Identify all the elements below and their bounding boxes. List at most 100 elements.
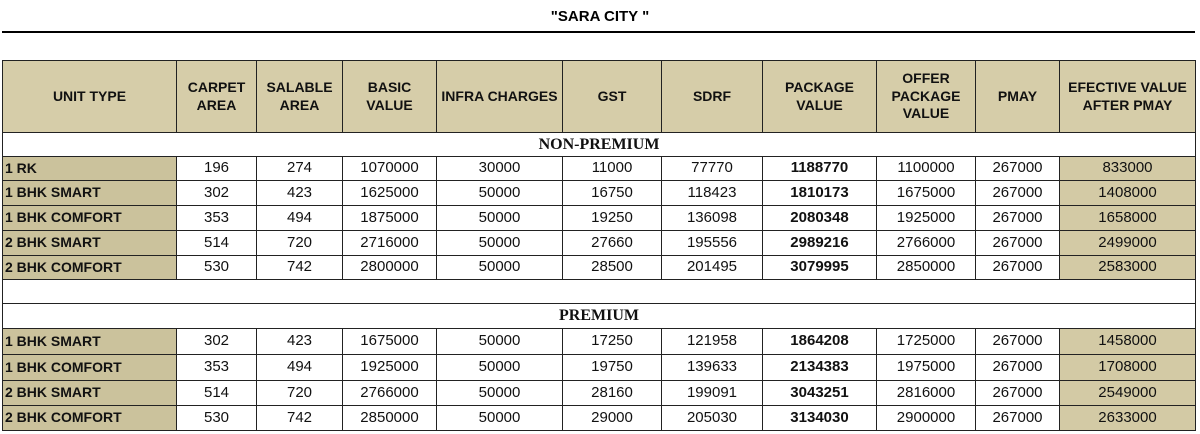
column-header: BASIC VALUE bbox=[342, 60, 437, 133]
value-cell: 353 bbox=[176, 354, 257, 381]
value-cell: 267000 bbox=[975, 230, 1060, 256]
value-cell: 720 bbox=[256, 230, 343, 256]
value-cell: 1708000 bbox=[1059, 354, 1196, 381]
title: "SARA CITY " bbox=[550, 8, 650, 25]
value-cell: 2633000 bbox=[1059, 405, 1196, 431]
value-cell: 3079995 bbox=[762, 255, 877, 280]
value-cell: 50000 bbox=[436, 405, 563, 431]
value-cell: 201495 bbox=[661, 255, 763, 280]
value-cell: 267000 bbox=[975, 255, 1060, 280]
value-cell: 267000 bbox=[975, 405, 1060, 431]
title-rule bbox=[2, 31, 1195, 33]
value-cell: 2850000 bbox=[876, 255, 976, 280]
spacer-row bbox=[2, 279, 1196, 304]
value-cell: 50000 bbox=[436, 354, 563, 381]
unit-type: 2 BHK SMART bbox=[2, 380, 177, 406]
unit-type: 1 BHK SMART bbox=[2, 180, 177, 206]
value-cell: 302 bbox=[176, 328, 257, 355]
value-cell: 423 bbox=[256, 180, 343, 206]
value-cell: 530 bbox=[176, 405, 257, 431]
value-cell: 514 bbox=[176, 380, 257, 406]
column-header: UNIT TYPE bbox=[2, 60, 177, 133]
unit-type: 1 BHK COMFORT bbox=[2, 205, 177, 231]
unit-type: 2 BHK SMART bbox=[2, 230, 177, 256]
value-cell: 1975000 bbox=[876, 354, 976, 381]
value-cell: 199091 bbox=[661, 380, 763, 406]
value-cell: 2549000 bbox=[1059, 380, 1196, 406]
value-cell: 195556 bbox=[661, 230, 763, 256]
value-cell: 50000 bbox=[436, 205, 563, 231]
value-cell: 274 bbox=[256, 156, 343, 181]
value-cell: 50000 bbox=[436, 380, 563, 406]
value-cell: 27660 bbox=[562, 230, 662, 256]
value-cell: 30000 bbox=[436, 156, 563, 181]
value-cell: 196 bbox=[176, 156, 257, 181]
value-cell: 17250 bbox=[562, 328, 662, 355]
value-cell: 28500 bbox=[562, 255, 662, 280]
value-cell: 1188770 bbox=[762, 156, 877, 181]
column-header: CARPET AREA bbox=[176, 60, 257, 133]
column-header: OFFER PACKAGE VALUE bbox=[876, 60, 976, 133]
value-cell: 2766000 bbox=[342, 380, 437, 406]
column-header: INFRA CHARGES bbox=[436, 60, 563, 133]
value-cell: 1408000 bbox=[1059, 180, 1196, 206]
value-cell: 2583000 bbox=[1059, 255, 1196, 280]
value-cell: 16750 bbox=[562, 180, 662, 206]
value-cell: 267000 bbox=[975, 205, 1060, 231]
value-cell: 1625000 bbox=[342, 180, 437, 206]
value-cell: 50000 bbox=[436, 328, 563, 355]
value-cell: 19250 bbox=[562, 205, 662, 231]
value-cell: 267000 bbox=[975, 180, 1060, 206]
value-cell: 28160 bbox=[562, 380, 662, 406]
value-cell: 50000 bbox=[436, 230, 563, 256]
value-cell: 19750 bbox=[562, 354, 662, 381]
unit-type: 2 BHK COMFORT bbox=[2, 255, 177, 280]
unit-type: 1 RK bbox=[2, 156, 177, 181]
value-cell: 2766000 bbox=[876, 230, 976, 256]
value-cell: 494 bbox=[256, 205, 343, 231]
value-cell: 2900000 bbox=[876, 405, 976, 431]
value-cell: 1458000 bbox=[1059, 328, 1196, 355]
value-cell: 514 bbox=[176, 230, 257, 256]
section-header: PREMIUM bbox=[2, 303, 1196, 329]
value-cell: 1875000 bbox=[342, 205, 437, 231]
value-cell: 2850000 bbox=[342, 405, 437, 431]
value-cell: 118423 bbox=[661, 180, 763, 206]
column-header: SALABLE AREA bbox=[256, 60, 343, 133]
value-cell: 423 bbox=[256, 328, 343, 355]
value-cell: 1675000 bbox=[876, 180, 976, 206]
value-cell: 139633 bbox=[661, 354, 763, 381]
value-cell: 11000 bbox=[562, 156, 662, 181]
column-header: GST bbox=[562, 60, 662, 133]
value-cell: 720 bbox=[256, 380, 343, 406]
value-cell: 50000 bbox=[436, 180, 563, 206]
value-cell: 1100000 bbox=[876, 156, 976, 181]
column-header: PMAY bbox=[975, 60, 1060, 133]
value-cell: 2800000 bbox=[342, 255, 437, 280]
value-cell: 742 bbox=[256, 255, 343, 280]
value-cell: 267000 bbox=[975, 354, 1060, 381]
unit-type: 1 BHK SMART bbox=[2, 328, 177, 355]
value-cell: 2716000 bbox=[342, 230, 437, 256]
value-cell: 2499000 bbox=[1059, 230, 1196, 256]
value-cell: 2080348 bbox=[762, 205, 877, 231]
value-cell: 267000 bbox=[975, 328, 1060, 355]
value-cell: 1925000 bbox=[342, 354, 437, 381]
value-cell: 1658000 bbox=[1059, 205, 1196, 231]
value-cell: 267000 bbox=[975, 156, 1060, 181]
column-header: EFECTIVE VALUE AFTER PMAY bbox=[1059, 60, 1196, 133]
value-cell: 302 bbox=[176, 180, 257, 206]
column-header: SDRF bbox=[661, 60, 763, 133]
value-cell: 136098 bbox=[661, 205, 763, 231]
value-cell: 77770 bbox=[661, 156, 763, 181]
value-cell: 1070000 bbox=[342, 156, 437, 181]
value-cell: 121958 bbox=[661, 328, 763, 355]
value-cell: 50000 bbox=[436, 255, 563, 280]
value-cell: 742 bbox=[256, 405, 343, 431]
value-cell: 1810173 bbox=[762, 180, 877, 206]
value-cell: 1675000 bbox=[342, 328, 437, 355]
unit-type: 2 BHK COMFORT bbox=[2, 405, 177, 431]
value-cell: 530 bbox=[176, 255, 257, 280]
value-cell: 1725000 bbox=[876, 328, 976, 355]
